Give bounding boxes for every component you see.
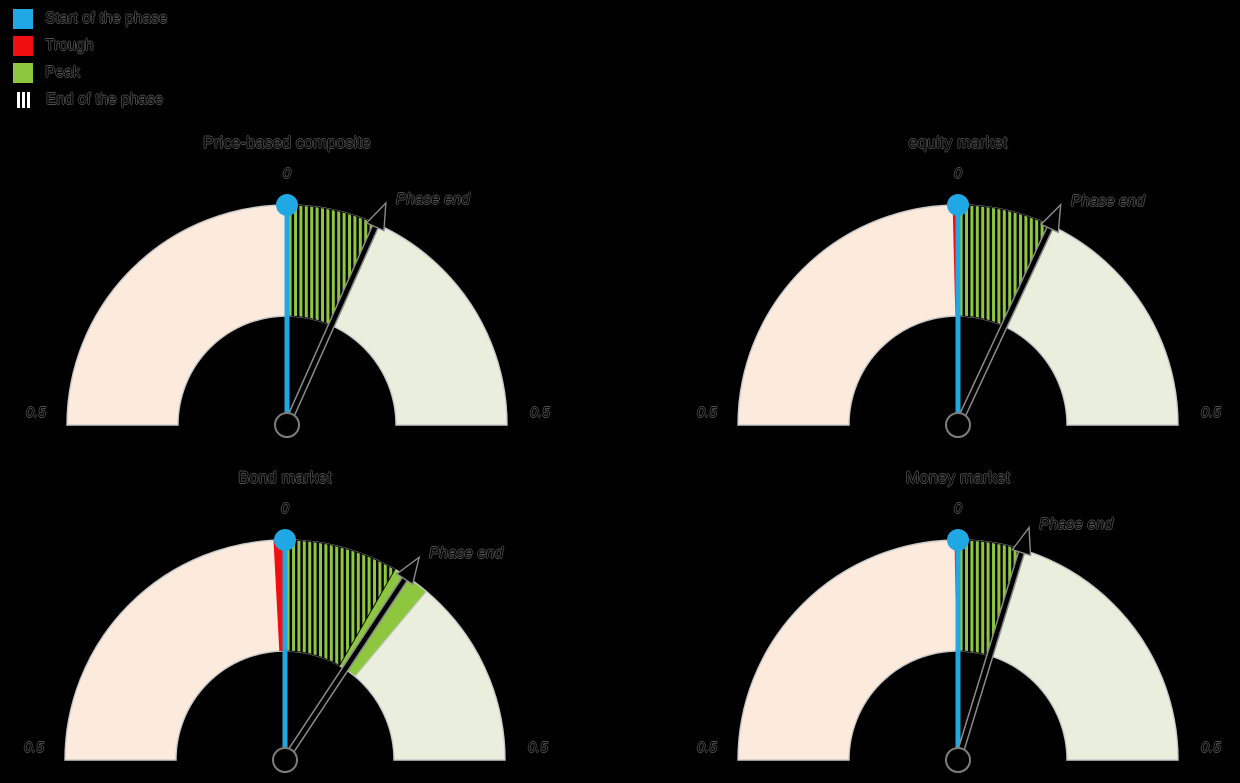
needle-hub xyxy=(945,747,971,773)
needle xyxy=(955,542,1027,763)
needle xyxy=(284,217,381,428)
scale-label-zero: 0 xyxy=(282,166,292,182)
needle-hub xyxy=(945,412,971,438)
dial-left-half xyxy=(66,204,288,426)
legend: Start of the phase Trough Peak End of th… xyxy=(13,9,167,117)
scale-label-left: 0.5 xyxy=(23,740,45,756)
dial-left-half xyxy=(737,204,959,426)
needle-arrowhead xyxy=(395,555,421,586)
scale-label-zero: 0 xyxy=(280,501,290,517)
dial-right-half xyxy=(957,539,1179,761)
scale-label-left: 0.5 xyxy=(25,405,47,421)
gauge-equity-market: equity market 0 0.5 0.5 Phase end xyxy=(671,118,1240,448)
scale-label-right: 0.5 xyxy=(527,740,549,756)
gauge-dial xyxy=(64,529,506,773)
phase-end-annotation: Phase end xyxy=(1070,192,1145,210)
end-of-phase-hatch-wedge xyxy=(284,539,396,667)
dial-left-half xyxy=(64,539,286,761)
start-of-phase-dot xyxy=(947,194,969,216)
needle-hub xyxy=(272,747,298,773)
end-of-phase-hatch-swatch xyxy=(13,90,34,110)
needle-arrowhead xyxy=(1011,525,1032,557)
needle-arrowhead xyxy=(365,201,387,232)
gauge-title: equity market xyxy=(908,134,1008,152)
gauge-title: Bond market xyxy=(238,469,332,487)
phase-end-annotation: Phase end xyxy=(395,191,470,208)
legend-item-start-of-phase: Start of the phase xyxy=(13,9,167,29)
legend-label: End of the phase xyxy=(46,91,164,108)
trough-swatch xyxy=(13,36,33,56)
gauge-money-market: Money market 0 0.5 0.5 Phase end xyxy=(671,453,1240,783)
phase-end-annotation: Phase end xyxy=(429,545,504,563)
dial-left-half xyxy=(737,539,959,761)
phase-end-annotation: Phase end xyxy=(1039,515,1114,533)
start-of-phase-dot xyxy=(276,194,298,216)
needle-hub xyxy=(274,412,300,438)
gauge-bond-market: Bond market 0 0.5 0.5 Phase end xyxy=(0,453,618,783)
legend-label: Peak xyxy=(45,64,81,81)
peak-swatch xyxy=(13,63,33,83)
scale-label-right: 0.5 xyxy=(1200,740,1222,756)
gauge-dial xyxy=(737,194,1179,438)
scale-label-right: 0.5 xyxy=(529,405,551,421)
needle xyxy=(955,218,1056,428)
gauge-dial xyxy=(66,194,508,438)
start-of-phase-swatch xyxy=(13,9,33,29)
start-of-phase-dot xyxy=(274,529,296,551)
gauge-title: Money market xyxy=(905,469,1011,487)
gauge-price-based-composite: Price-based composite 0 0.5 0.5 Phase en… xyxy=(0,118,620,448)
legend-label: Trough xyxy=(45,37,94,54)
legend-label: Start of the phase xyxy=(45,10,168,27)
trough-wedge xyxy=(273,540,285,652)
scale-label-left: 0.5 xyxy=(696,405,718,421)
needle xyxy=(282,570,412,763)
scale-label-zero: 0 xyxy=(953,501,963,517)
legend-item-trough: Trough xyxy=(13,36,167,56)
legend-item-end-of-phase: End of the phase xyxy=(13,90,167,110)
gauge-title: Price-based composite xyxy=(203,134,371,152)
needle-arrowhead xyxy=(1039,202,1062,234)
scale-label-zero: 0 xyxy=(953,166,963,182)
legend-item-peak: Peak xyxy=(13,63,167,83)
start-of-phase-dot xyxy=(947,529,969,551)
scale-label-right: 0.5 xyxy=(1200,405,1222,421)
scale-label-left: 0.5 xyxy=(696,740,718,756)
gauge-dial xyxy=(737,525,1179,773)
